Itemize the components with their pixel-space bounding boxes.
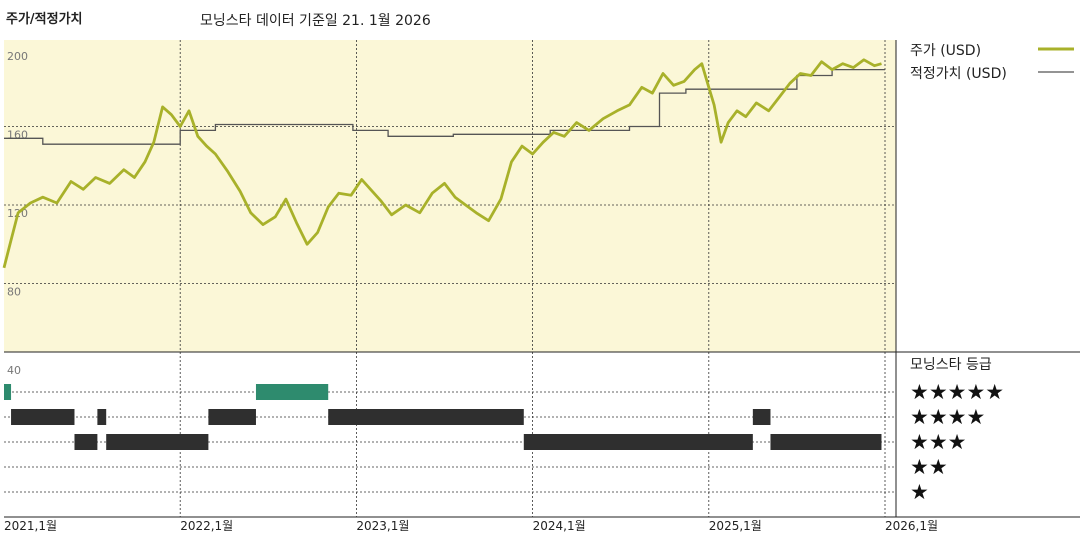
y-tick-label: 80 <box>7 286 21 299</box>
x-tick-label: 2023,1월 <box>356 519 409 533</box>
x-tick-label: 2026,1월 <box>885 519 938 533</box>
price-plot-background <box>4 40 896 352</box>
rating-level-label: ★★★★ <box>910 405 985 429</box>
rating-level-label: ★★★ <box>910 430 966 454</box>
rating-bars <box>4 384 882 450</box>
x-tick-label: 2024,1월 <box>533 519 586 533</box>
rating-bar <box>328 409 524 425</box>
rating-star-labels: ★★★★★★★★★★★★★★★ <box>910 380 1004 504</box>
rating-level-label: ★★★★★ <box>910 380 1004 404</box>
rating-bar <box>11 409 75 425</box>
rating-bar <box>208 409 256 425</box>
rating-bar <box>74 434 98 450</box>
y-tick-label: 40 <box>7 364 21 377</box>
y-tick-label: 200 <box>7 50 28 63</box>
rating-legend-title: 모닝스타 등급 <box>910 357 992 373</box>
legend: 주가 (USD) 적정가치 (USD) 모닝스타 등급 <box>910 43 1074 373</box>
rating-bar <box>770 434 882 450</box>
rating-bar <box>255 384 329 400</box>
fair-value-line <box>4 68 885 145</box>
rating-bar <box>4 384 12 400</box>
data-date-subtitle: 모닝스타 데이터 기준일 21. 1월 2026 <box>200 13 431 29</box>
x-axis-tick-labels: 2021,1월 2022,1월 2023,1월 2024,1월 2025,1월 2026,… <box>4 519 938 533</box>
chart-title: 주가/적정가치 <box>6 12 83 27</box>
price-line <box>2 58 882 269</box>
legend-price-label: 주가 (USD) <box>910 43 981 59</box>
y-tick-label: 160 <box>7 129 28 142</box>
rating-bar <box>752 409 771 425</box>
x-tick-label: 2025,1월 <box>709 519 762 533</box>
x-tick-label: 2021,1월 <box>4 519 57 533</box>
x-tick-label: 2022,1월 <box>180 519 233 533</box>
rating-bar <box>106 434 209 450</box>
chart-frame <box>4 40 1080 518</box>
rating-level-label: ★ <box>910 480 929 504</box>
rating-bar <box>523 434 753 450</box>
legend-fair-value-label: 적정가치 (USD) <box>910 66 1007 82</box>
rating-level-label: ★★ <box>910 455 948 479</box>
rating-bar <box>97 409 107 425</box>
